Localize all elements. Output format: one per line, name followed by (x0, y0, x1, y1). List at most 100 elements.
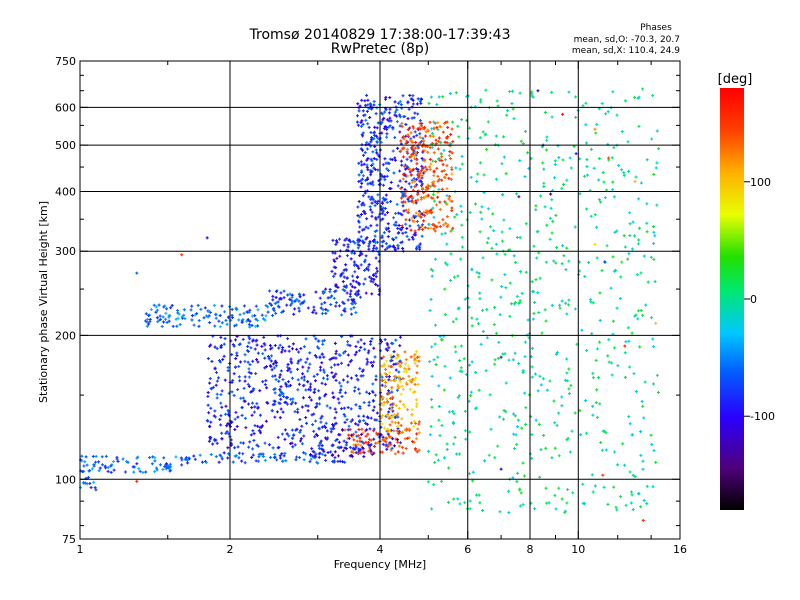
data-point (451, 409, 455, 413)
data-point (468, 210, 472, 214)
data-point (632, 234, 636, 238)
data-point (388, 187, 392, 191)
data-point (353, 251, 357, 255)
data-point (281, 346, 285, 350)
data-point (380, 383, 384, 387)
data-point (399, 196, 403, 200)
data-point (359, 185, 363, 189)
data-point (385, 228, 389, 232)
data-point (346, 298, 350, 302)
data-point (526, 318, 530, 322)
legend-title: Phases (640, 23, 672, 33)
data-point (360, 181, 364, 185)
data-point (297, 299, 301, 303)
data-point (504, 381, 508, 385)
data-point (179, 456, 183, 460)
data-point (241, 318, 245, 322)
data-point (606, 502, 610, 506)
data-point (395, 120, 399, 124)
data-point (458, 369, 462, 373)
data-point (168, 469, 172, 473)
data-point (567, 90, 571, 94)
data-point (460, 245, 464, 249)
data-point (415, 183, 419, 187)
data-point (339, 407, 343, 411)
data-point (220, 304, 224, 308)
data-point (410, 153, 414, 157)
data-point (254, 304, 258, 308)
data-point (581, 482, 585, 486)
data-point (560, 395, 564, 399)
data-point (294, 458, 298, 462)
data-point (291, 445, 295, 449)
data-point (219, 335, 223, 339)
data-point (161, 467, 165, 471)
data-point (536, 389, 540, 393)
data-point (306, 409, 310, 413)
data-point (324, 287, 328, 291)
data-point (590, 473, 594, 477)
data-point (242, 386, 246, 390)
data-point (384, 436, 388, 440)
data-point (631, 220, 635, 224)
data-point (366, 122, 370, 126)
data-point (611, 90, 615, 94)
data-point (396, 211, 400, 215)
data-point (269, 365, 273, 369)
data-point (545, 501, 549, 505)
data-point (443, 261, 447, 265)
data-point (649, 255, 653, 259)
data-point (374, 241, 378, 245)
data-point (445, 194, 449, 198)
data-point (366, 168, 370, 172)
data-point (291, 299, 295, 303)
data-point (163, 465, 167, 469)
data-point (364, 434, 368, 438)
data-point (641, 404, 645, 408)
data-point (450, 120, 454, 124)
data-point (519, 270, 523, 274)
data-point (296, 410, 300, 414)
data-point (364, 118, 368, 122)
data-point (393, 421, 397, 425)
data-point (237, 451, 241, 455)
data-point (412, 214, 416, 218)
data-point (180, 253, 184, 257)
data-point (624, 340, 628, 344)
data-point (264, 304, 268, 308)
data-point (226, 408, 230, 412)
data-point (94, 460, 98, 464)
data-point (336, 445, 340, 449)
data-point (609, 286, 613, 290)
data-point (651, 485, 655, 489)
data-point (393, 156, 397, 160)
data-point (243, 375, 247, 379)
data-point (215, 371, 219, 375)
data-point (594, 358, 598, 362)
data-point (144, 312, 148, 316)
data-point (367, 125, 371, 129)
data-point (432, 223, 436, 227)
data-point (415, 133, 419, 137)
data-point (367, 449, 371, 453)
data-point (597, 376, 601, 380)
data-point (414, 167, 418, 171)
data-point (396, 361, 400, 365)
data-point (250, 390, 254, 394)
data-point (368, 116, 372, 120)
data-point (432, 126, 436, 130)
data-point (277, 379, 281, 383)
data-point (403, 350, 407, 354)
data-point (312, 390, 316, 394)
data-point (626, 257, 630, 261)
data-point (324, 421, 328, 425)
data-point (440, 152, 444, 156)
data-point (545, 135, 549, 139)
data-point (324, 458, 328, 462)
data-point (368, 275, 372, 279)
data-point (641, 87, 645, 91)
data-point (656, 390, 660, 394)
data-point (325, 374, 329, 378)
data-point (314, 355, 318, 359)
data-point (250, 314, 254, 318)
